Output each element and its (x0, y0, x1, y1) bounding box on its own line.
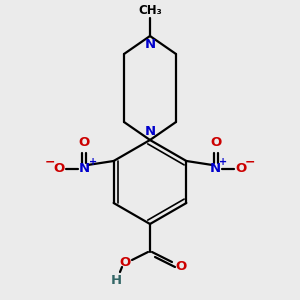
Text: N: N (79, 161, 90, 175)
Text: O: O (211, 136, 222, 148)
Text: N: N (144, 38, 156, 51)
Text: O: O (53, 163, 64, 176)
Text: O: O (119, 256, 130, 268)
Text: O: O (236, 163, 247, 176)
Text: O: O (78, 136, 89, 148)
Text: O: O (176, 260, 187, 272)
Text: N: N (144, 125, 156, 138)
Text: CH₃: CH₃ (138, 4, 162, 16)
Text: −: − (245, 155, 256, 169)
Text: −: − (44, 155, 55, 169)
Text: +: + (219, 157, 227, 167)
Text: +: + (88, 157, 97, 167)
Text: N: N (210, 161, 221, 175)
Text: H: H (110, 274, 122, 286)
